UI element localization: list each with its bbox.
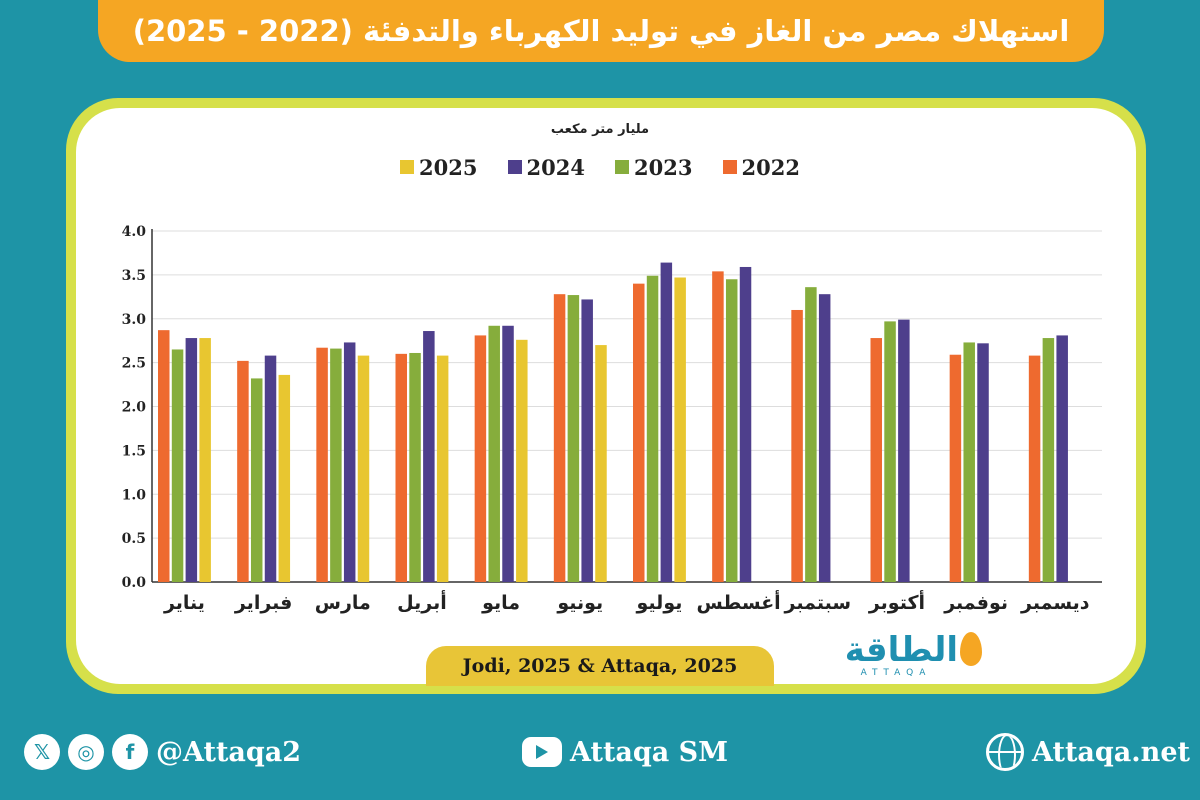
bar-2022-12 xyxy=(1028,355,1041,582)
youtube-icon[interactable] xyxy=(522,737,562,767)
footer-youtube: Attaqa SM xyxy=(522,730,728,774)
legend-label-2022: 2022 xyxy=(741,154,800,180)
bar-2024-3 xyxy=(343,342,356,582)
footer-social: 𝕏 ◎ f @Attaqa2 xyxy=(24,730,301,774)
bar-2025-7 xyxy=(674,277,686,582)
bar-2024-2 xyxy=(264,355,277,582)
bar-2022-3 xyxy=(316,347,328,582)
bar-2024-11 xyxy=(977,343,989,582)
legend-item-2024: 2024 xyxy=(507,154,585,180)
bar-2024-8 xyxy=(739,266,752,582)
bar-2023-11 xyxy=(963,342,975,582)
y-tick-label: 2.0 xyxy=(122,400,147,416)
facebook-icon[interactable]: f xyxy=(112,734,148,770)
x-tick-label: أكتوبر xyxy=(868,590,925,614)
chart-legend: 2022 2023 2024 2025 xyxy=(400,152,800,182)
bar-2024-12 xyxy=(1056,335,1068,582)
bar-2023-7 xyxy=(646,275,659,582)
legend-swatch-2022 xyxy=(722,160,737,174)
bar-2024-1 xyxy=(185,338,198,582)
brand-drop-icon xyxy=(960,632,982,666)
source-label: Jodi, 2025 & Attaqa, 2025 xyxy=(462,655,738,677)
x-tick-label: يوليو xyxy=(636,592,683,614)
bar-2023-12 xyxy=(1042,338,1055,582)
bar-2023-1 xyxy=(171,349,184,582)
x-icon[interactable]: 𝕏 xyxy=(24,734,60,770)
bar-2025-2 xyxy=(278,374,291,582)
y-tick-label: 2.5 xyxy=(122,356,146,372)
y-tick-label: 0.0 xyxy=(122,575,147,591)
x-tick-label: نوفمبر xyxy=(943,592,1008,614)
x-tick-label: مايو xyxy=(481,592,520,614)
x-tick-label: ديسمبر xyxy=(1020,592,1090,614)
brand-name: الطاقة xyxy=(844,630,958,670)
bar-2023-2 xyxy=(250,378,263,582)
bar-2022-1 xyxy=(158,330,170,582)
x-tick-label: أبريل xyxy=(397,590,447,614)
y-tick-label: 1.5 xyxy=(122,443,146,459)
y-tick-label: 4.0 xyxy=(122,224,147,240)
bar-2025-6 xyxy=(595,345,607,582)
legend-swatch-2025 xyxy=(400,160,414,174)
y-axis-unit-label: مليار متر مكعب xyxy=(550,122,650,137)
legend-item-2025: 2025 xyxy=(400,155,477,180)
globe-icon[interactable] xyxy=(986,733,1024,771)
bar-2024-5 xyxy=(502,325,514,582)
bar-2022-5 xyxy=(474,335,487,582)
x-tick-label: يناير xyxy=(163,592,205,614)
bar-2024-6 xyxy=(581,299,593,582)
x-tick-label: فبراير xyxy=(234,592,292,614)
bar-2022-10 xyxy=(870,338,882,582)
x-tick-label: سبتمبر xyxy=(784,592,852,614)
chart-title: استهلاك مصر من الغاز في توليد الكهرباء و… xyxy=(132,14,1070,48)
bar-2023-3 xyxy=(330,348,342,582)
y-tick-label: 1.0 xyxy=(122,487,147,503)
bar-2022-4 xyxy=(395,353,407,582)
bar-2024-10 xyxy=(898,319,910,582)
bar-2022-7 xyxy=(633,283,645,582)
social-handle[interactable]: @Attaqa2 xyxy=(156,736,302,768)
bar-2025-3 xyxy=(357,355,370,582)
title-bar: استهلاك مصر من الغاز في توليد الكهرباء و… xyxy=(98,0,1104,62)
legend-item-2022: 2022 xyxy=(722,154,800,180)
bar-2023-8 xyxy=(725,279,738,582)
bar-2022-2 xyxy=(237,360,249,582)
footer-website: Attaqa.net xyxy=(986,730,1190,774)
x-tick-label: يونيو xyxy=(556,592,603,614)
youtube-handle[interactable]: Attaqa SM xyxy=(570,736,729,768)
y-tick-label: 3.0 xyxy=(122,312,147,328)
x-tick-label: أغسطس xyxy=(697,590,781,614)
source-tab: Jodi, 2025 & Attaqa, 2025 xyxy=(426,646,774,686)
bar-2024-9 xyxy=(818,294,831,582)
legend-swatch-2024 xyxy=(507,160,522,174)
bar-2022-11 xyxy=(949,354,962,582)
legend-label-2024: 2024 xyxy=(526,154,585,180)
legend-label-2025: 2025 xyxy=(419,154,478,180)
bar-2025-5 xyxy=(516,339,528,582)
bar-2024-7 xyxy=(660,262,673,582)
legend-label-2023: 2023 xyxy=(634,154,693,180)
bar-2025-4 xyxy=(436,355,449,582)
bar-2023-5 xyxy=(488,325,500,582)
bar-2023-4 xyxy=(409,352,421,582)
legend-item-2023: 2023 xyxy=(615,155,692,180)
instagram-icon[interactable]: ◎ xyxy=(68,734,104,770)
y-tick-label: 3.5 xyxy=(122,268,146,284)
bar-2022-8 xyxy=(712,271,724,582)
y-tick-label: 0.5 xyxy=(122,531,146,547)
website-link[interactable]: Attaqa.net xyxy=(1032,736,1190,768)
brand-logo: الطاقة ATTAQA xyxy=(826,630,986,680)
bar-2022-6 xyxy=(553,294,566,582)
x-tick-label: مارس xyxy=(315,592,371,614)
bar-2023-6 xyxy=(567,295,580,582)
bar-2023-10 xyxy=(884,321,896,582)
bar-2025-1 xyxy=(199,338,211,582)
bar-2024-4 xyxy=(423,331,435,582)
legend-swatch-2023 xyxy=(615,160,630,174)
bar-2022-9 xyxy=(791,309,803,582)
brand-sub: ATTAQA xyxy=(860,668,932,678)
bar-2023-9 xyxy=(805,287,817,582)
